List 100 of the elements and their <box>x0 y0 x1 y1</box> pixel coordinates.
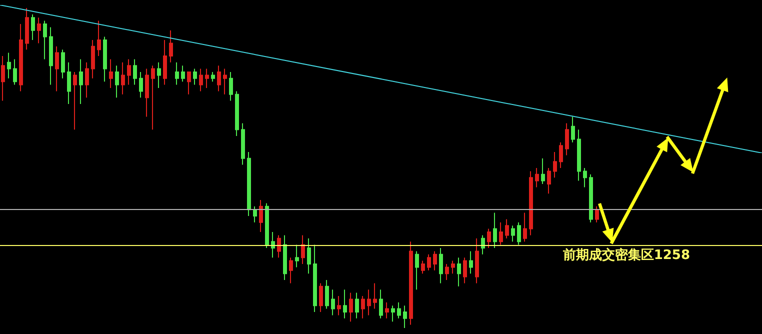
candlestick <box>49 26 53 86</box>
candlestick <box>451 260 455 274</box>
candlestick <box>589 174 593 223</box>
candlestick <box>457 257 461 287</box>
candlestick <box>565 122 569 156</box>
candlestick <box>187 72 191 95</box>
candlestick <box>115 65 119 98</box>
candlestick <box>511 225 515 242</box>
candlestick <box>139 72 143 98</box>
candlestick <box>379 289 383 319</box>
candlestick <box>1 56 5 102</box>
candlestick <box>409 241 413 326</box>
candlestick <box>421 260 425 274</box>
candlestick <box>193 68 197 86</box>
candlestick <box>355 292 359 319</box>
candlestick <box>103 36 107 82</box>
candlestick <box>217 65 221 92</box>
candlestick <box>145 68 149 118</box>
candlestick <box>235 90 239 136</box>
candlestick <box>553 152 557 178</box>
candlestick <box>397 302 401 319</box>
candlestick <box>229 72 233 102</box>
candlestick <box>541 158 545 184</box>
candlestick <box>247 152 251 216</box>
candlestick <box>151 65 155 130</box>
candlestick <box>571 116 575 143</box>
candlestick <box>523 212 527 242</box>
candlestick <box>361 296 365 319</box>
candlestick <box>25 8 29 50</box>
candlestick <box>109 58 113 88</box>
candlestick <box>7 52 11 79</box>
candlestick <box>175 62 179 86</box>
candlestick <box>61 49 65 79</box>
candlestick <box>391 305 395 322</box>
candlestick <box>313 244 317 312</box>
candlestick <box>493 212 497 248</box>
candlestick <box>577 129 581 182</box>
candlestick <box>559 142 563 168</box>
candlestick <box>481 234 485 255</box>
candlestick <box>433 250 437 271</box>
candlestick <box>505 218 509 239</box>
candlestick <box>67 62 71 104</box>
candlestick <box>373 282 377 310</box>
candlestick <box>403 305 407 328</box>
candlestick <box>547 168 551 194</box>
candlestick <box>157 62 161 88</box>
candlestick <box>79 58 83 104</box>
candlestick <box>253 206 257 223</box>
candlestick <box>199 68 203 92</box>
candlestick <box>271 232 275 258</box>
candlestick <box>475 238 479 284</box>
candlestick <box>517 222 521 246</box>
candlestick <box>265 202 269 248</box>
candlestick <box>259 200 263 232</box>
candlestick <box>427 254 431 271</box>
candlestick <box>163 40 167 86</box>
candlestick <box>499 222 503 246</box>
candlestick <box>97 20 101 56</box>
candlestick <box>241 122 245 166</box>
candlestick <box>37 17 41 44</box>
candlestick <box>325 280 329 310</box>
candlestick <box>583 168 587 188</box>
candlestick <box>91 40 95 79</box>
candlestick <box>205 68 209 88</box>
candlestick <box>301 234 305 264</box>
candlestick <box>31 14 35 40</box>
candlestick <box>385 302 389 319</box>
candlestick <box>169 30 173 63</box>
candlestick <box>469 250 473 274</box>
candlestick <box>211 72 215 82</box>
candlestick <box>439 248 443 284</box>
candlestick <box>19 24 23 92</box>
candlestick <box>13 58 17 86</box>
candlestick <box>85 62 89 98</box>
candlestick <box>127 58 131 86</box>
candlestick <box>73 72 77 130</box>
candlestick <box>223 68 227 95</box>
candlestick <box>121 62 125 95</box>
candlestick <box>277 234 281 258</box>
candlestick <box>307 238 311 274</box>
candlestick <box>43 20 47 60</box>
candlestick <box>331 289 335 316</box>
candlestick <box>415 250 419 290</box>
candlestick <box>343 289 347 319</box>
candlestick <box>463 257 467 284</box>
candlestick <box>295 244 299 268</box>
candlestick <box>349 292 353 322</box>
candlestick <box>445 264 449 280</box>
candlestick <box>367 289 371 316</box>
candlestick <box>595 206 599 223</box>
candlestick <box>289 257 293 284</box>
candlestick <box>337 296 341 316</box>
candlestick <box>529 170 533 236</box>
candlestick <box>133 58 137 86</box>
candlestick <box>319 282 323 312</box>
candlestick <box>283 234 287 280</box>
candlestick <box>535 168 539 188</box>
candlestick <box>181 65 185 82</box>
candlestick <box>55 46 59 92</box>
candlestick <box>487 228 491 248</box>
